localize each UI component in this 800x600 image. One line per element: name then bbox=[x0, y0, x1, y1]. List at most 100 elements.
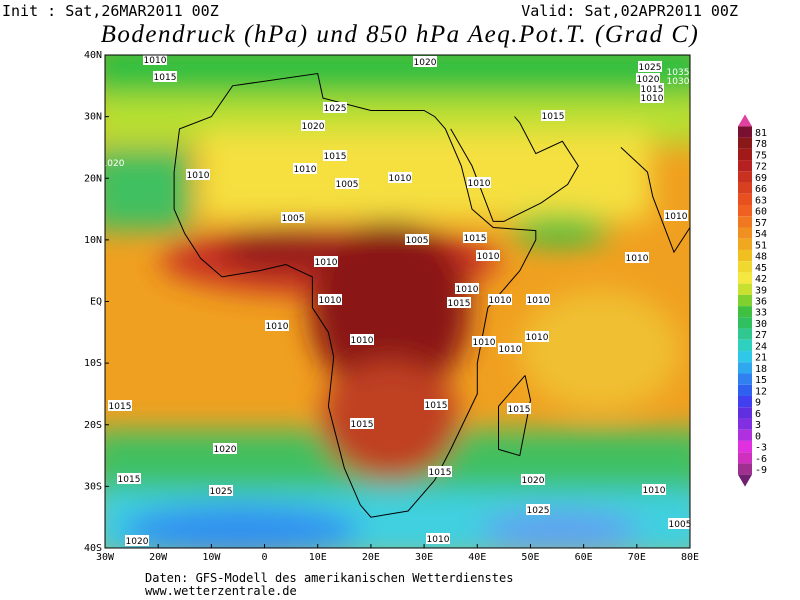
colorbar-label: 75 bbox=[755, 150, 767, 161]
isobar-label-bg bbox=[664, 210, 688, 221]
colorbar-label: 81 bbox=[755, 128, 767, 139]
isobar-label: 1015 bbox=[154, 73, 177, 83]
lat-label: 40S bbox=[84, 543, 102, 554]
isobar-label-bg bbox=[640, 83, 664, 94]
isobar-label-bg bbox=[335, 178, 359, 189]
isobar-label-bg bbox=[636, 73, 660, 84]
isobar-label: 1020 bbox=[126, 537, 149, 547]
isobar-label: 1010 bbox=[427, 535, 450, 545]
colorbar-label: 51 bbox=[755, 240, 767, 251]
isobar-label-bg bbox=[350, 418, 374, 429]
colorbar-swatch bbox=[738, 261, 752, 273]
isobar-label-bg bbox=[293, 163, 317, 174]
india-coast bbox=[620, 147, 690, 254]
isobar-label-bg bbox=[447, 297, 471, 308]
isobar-label-bg bbox=[525, 331, 549, 342]
colorbar-swatch bbox=[738, 418, 752, 430]
isobar-label: 1015 bbox=[464, 234, 487, 244]
colorbar: 8178757269666360575451484542393633302724… bbox=[738, 114, 767, 487]
colorbar-label: 6 bbox=[755, 409, 761, 420]
colorbar-label: 21 bbox=[755, 353, 767, 364]
colorbar-swatch bbox=[738, 249, 752, 262]
colorbar-swatch bbox=[738, 137, 752, 149]
isobar-label-bg bbox=[526, 294, 550, 305]
isobar-label-bg bbox=[640, 92, 664, 103]
isobar-label-bg bbox=[498, 343, 522, 354]
isobar-label-bg bbox=[625, 252, 649, 263]
isobar-label: 1010 bbox=[468, 179, 491, 189]
isobar-label: 1020 bbox=[637, 75, 660, 85]
isobar-label-bg bbox=[143, 54, 167, 65]
colorbar-swatch bbox=[738, 384, 752, 396]
isobar-label-bg bbox=[213, 443, 237, 454]
isobar-label-bg bbox=[668, 518, 692, 529]
colorbar-label: 30 bbox=[755, 319, 767, 330]
isobar-label: 1015 bbox=[118, 475, 141, 485]
isobar-label: 1015 bbox=[429, 468, 452, 478]
lat-label: EQ bbox=[90, 297, 102, 308]
isobar-label-bg bbox=[281, 212, 305, 223]
isobar-label-bg bbox=[488, 294, 512, 305]
colorbar-swatch bbox=[738, 463, 752, 475]
isobar-label-bg bbox=[642, 484, 666, 495]
colorbar-label: -9 bbox=[755, 465, 767, 476]
isobar-label-bg bbox=[301, 120, 325, 131]
isobar-label-bg bbox=[467, 177, 491, 188]
isobar-label-bg bbox=[476, 250, 500, 261]
colorbar-label: 66 bbox=[755, 184, 767, 195]
isobar-label: 1020 bbox=[522, 476, 545, 486]
colorbar-label: 72 bbox=[755, 162, 767, 173]
isobar-label: 1010 bbox=[527, 296, 550, 306]
colorbar-label: 69 bbox=[755, 173, 767, 184]
isobar-label: 1025 bbox=[210, 487, 233, 497]
colorbar-swatch bbox=[738, 317, 752, 329]
isobar-label-bg bbox=[108, 400, 132, 411]
isobar-label: 1010 bbox=[477, 252, 500, 262]
colorbar-label: 3 bbox=[755, 420, 761, 431]
isobar-label-bg bbox=[526, 504, 550, 515]
colorbar-swatch bbox=[738, 362, 752, 374]
isobar-label-bg bbox=[405, 234, 429, 245]
lat-label: 10N bbox=[84, 235, 102, 246]
isobar-label-bg bbox=[323, 102, 347, 113]
isobar-label-bg bbox=[472, 336, 496, 347]
coastlines bbox=[173, 72, 690, 518]
isobar-label: 1020 bbox=[302, 122, 325, 132]
colorbar-label: 27 bbox=[755, 330, 767, 341]
lat-label: 20S bbox=[84, 420, 102, 431]
data-source: Daten: GFS-Modell des amerikanischen Wet… bbox=[145, 571, 513, 585]
colorbar-label: 9 bbox=[755, 398, 761, 409]
isobar-label: 1020 bbox=[102, 159, 125, 169]
lon-label: 60E bbox=[575, 552, 593, 563]
isobar-label-bg bbox=[428, 466, 452, 477]
isobar-label: 1010 bbox=[665, 212, 688, 222]
colorbar-swatch bbox=[738, 328, 752, 340]
lat-label: 40N bbox=[84, 50, 102, 61]
colorbar-top bbox=[738, 114, 752, 127]
isobar-label-bg bbox=[463, 232, 487, 243]
colorbar-label: 39 bbox=[755, 285, 767, 296]
isobar-label-bg bbox=[350, 334, 374, 345]
isobar-label: 1010 bbox=[389, 174, 412, 184]
isobar-label-bg bbox=[455, 283, 479, 294]
isobar-label-bg bbox=[638, 61, 662, 72]
arabia-coast bbox=[450, 116, 579, 222]
isobar-label: 1015 bbox=[425, 401, 448, 411]
colorbar-label: -6 bbox=[755, 454, 767, 465]
isobar-label: 1015 bbox=[324, 152, 347, 162]
colorbar-swatch bbox=[738, 272, 752, 284]
colorbar-label: 24 bbox=[755, 341, 767, 352]
isobar-label-bg bbox=[507, 403, 531, 414]
colorbar-label: 45 bbox=[755, 263, 767, 274]
colorbar-label: 12 bbox=[755, 386, 767, 397]
colorbar-swatch bbox=[738, 216, 752, 228]
colorbar-swatch bbox=[738, 205, 752, 217]
isobar-label: 1005 bbox=[336, 180, 359, 190]
map-title: Bodendruck (hPa) und 850 hPa Aeq.Pot.T. … bbox=[101, 21, 700, 48]
colorbar-swatch bbox=[738, 440, 752, 453]
isobar-label-bg bbox=[125, 535, 149, 546]
colorbar-bottom bbox=[738, 474, 752, 487]
lat-label: 20N bbox=[84, 173, 102, 184]
source-url: www.wetterzentrale.de bbox=[145, 584, 297, 598]
